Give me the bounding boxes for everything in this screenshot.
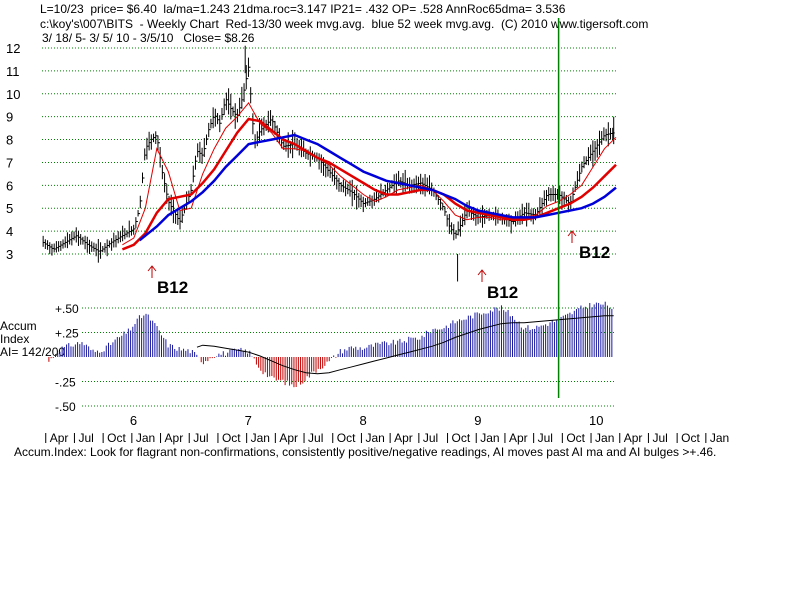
signal-arrow-head [567, 230, 577, 237]
ai-y-tick-labels: +.50 +.25 -.25 -.50 [55, 302, 79, 414]
ai-moving-average [196, 315, 614, 375]
x-month-label: Apr [624, 431, 643, 445]
header-line-2: c:\koy's\007\BITS - Weekly Chart Red-13/… [40, 17, 649, 31]
x-month-label: Jan [480, 431, 499, 445]
signal-annotations: B12 B12 B12 [147, 230, 610, 302]
x-year-label: 8 [359, 413, 366, 428]
x-month-label: Apr [394, 431, 413, 445]
x-month-label: Oct [222, 431, 241, 445]
b12-label: B12 [157, 278, 188, 297]
ai-y-tick-label: -.25 [55, 376, 76, 390]
x-month-label: Apr [279, 431, 298, 445]
ai-ma-line [196, 315, 614, 375]
x-month-label: Oct [681, 431, 700, 445]
x-month-label: Jul [538, 431, 553, 445]
x-year-label: 9 [474, 413, 481, 428]
x-month-label: Jul [652, 431, 667, 445]
x-month-label: Oct [337, 431, 356, 445]
y-tick-label: 3 [6, 247, 13, 262]
ai-title-line: Accum [0, 319, 37, 333]
ai-histogram [48, 301, 613, 388]
x-year-label: 6 [130, 413, 137, 428]
x-month-label: Jul [423, 431, 438, 445]
b12-label: B12 [487, 283, 518, 302]
x-month-label: Jan [136, 431, 155, 445]
x-year-label: 7 [245, 413, 252, 428]
x-month-label: Oct [452, 431, 471, 445]
x-month-label: Jul [78, 431, 93, 445]
x-axis: 6 7 8 9 10 Apr Jul Oct Jan Apr Jul Oct Jan Apr Jul Oct J… [45, 413, 729, 445]
price-y-tick-labels: 3 4 5 6 7 8 9 10 11 12 [6, 41, 20, 262]
x-month-label: Jul [308, 431, 323, 445]
y-tick-label: 8 [6, 133, 13, 148]
x-year-label: 10 [589, 413, 603, 428]
y-tick-label: 5 [6, 201, 13, 216]
y-tick-label: 12 [6, 41, 20, 56]
ai-title-line: Index [0, 332, 30, 346]
moving-average-lines [121, 102, 617, 251]
b12-label: B12 [579, 243, 610, 262]
footer-note: Accum.Index: Look for flagrant non-confi… [14, 445, 717, 459]
x-month-label: Oct [566, 431, 585, 445]
y-tick-label: 4 [6, 224, 13, 239]
x-month-label: Apr [50, 431, 69, 445]
signal-arrow-head [477, 269, 487, 276]
ai-grid [82, 307, 616, 407]
ma-thick-red-line [121, 117, 617, 251]
ai-panel-title: Accum Index AI= 142/200 [0, 320, 65, 359]
ma-thin-red-line [122, 102, 617, 246]
header-line-1: L=10/23 price= $6.40 la/ma=1.243 21dma.r… [40, 2, 566, 16]
y-tick-label: 6 [6, 178, 13, 193]
y-tick-label: 7 [6, 155, 13, 170]
ma-blue-line [138, 133, 617, 242]
ai-y-tick-label: -.50 [55, 400, 76, 414]
signal-arrow-head [147, 265, 157, 272]
ai-y-tick-label: +.50 [55, 302, 79, 316]
x-month-label: Jan [251, 431, 270, 445]
y-tick-label: 10 [6, 87, 20, 102]
x-month-label: Apr [509, 431, 528, 445]
y-tick-label: 11 [6, 64, 20, 79]
header-line-3: 3/ 18/ 5- 3/ 5/ 10 - 3/5/10 Close= $8.26 [42, 31, 255, 45]
x-month-label: Jul [193, 431, 208, 445]
y-tick-label: 9 [6, 110, 13, 125]
x-month-label: Oct [107, 431, 126, 445]
ai-y-tick-label: +.25 [55, 327, 79, 341]
x-month-label: Jan [710, 431, 729, 445]
ai-title-line: AI= 142/200 [0, 345, 66, 359]
x-month-label: Jan [365, 431, 384, 445]
x-month-label: Apr [165, 431, 184, 445]
x-month-label: Jan [595, 431, 614, 445]
